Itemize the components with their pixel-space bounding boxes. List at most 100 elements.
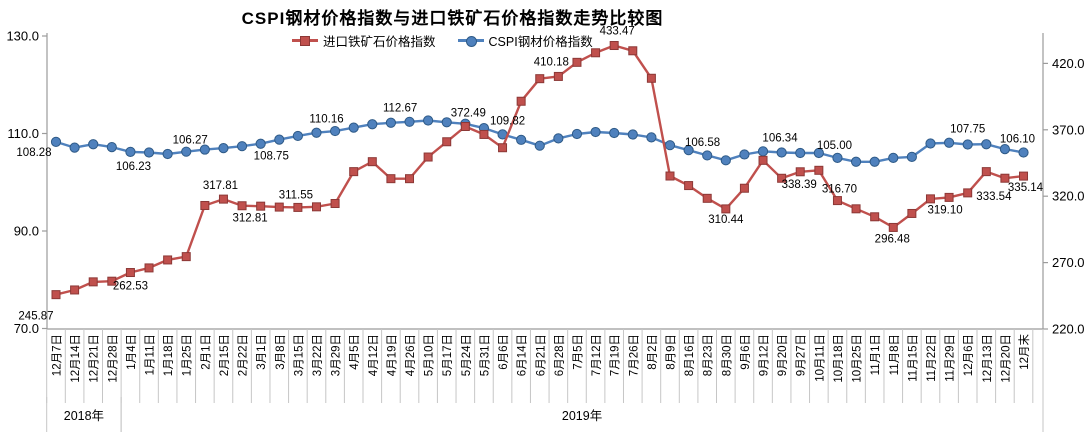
iron-ore-series-data-point: [293, 202, 303, 212]
cspi-series-data-point: [106, 142, 117, 153]
iron-ore-series-data-point: [925, 194, 935, 204]
x-axis-category-label: 11月8日: [889, 334, 901, 375]
iron-ore-series-data-point: [535, 74, 545, 84]
cspi-series-data-point: [739, 149, 750, 160]
data-label: 112.67: [383, 102, 417, 114]
x-axis-category-label: 7月19日: [610, 334, 622, 376]
data-label: 335.14: [1008, 182, 1044, 194]
x-axis-category-label: 2月15日: [219, 334, 231, 376]
iron-ore-series-data-point: [777, 173, 787, 183]
data-label: 108.28: [16, 147, 51, 159]
x-axis-category-label: 2月1日: [200, 334, 212, 370]
left-axis-tick-label: 70.0: [14, 321, 39, 336]
x-axis-category-label: 7月26日: [628, 334, 640, 376]
cspi-series-data-point: [69, 142, 80, 153]
x-axis-category-label: 8月2日: [647, 334, 659, 370]
cspi-series-data-point: [255, 138, 266, 149]
cspi-series-data-point: [367, 119, 378, 130]
cspi-series-data-point: [292, 130, 303, 142]
iron-ore-series-data-point: [684, 181, 694, 191]
x-axis-category-label: 5月17日: [442, 334, 454, 376]
iron-ore-series-data-point: [423, 152, 433, 162]
left-axis-tick-label: 130.0: [6, 29, 39, 44]
cspi-series-data-point: [274, 134, 285, 145]
iron-ore-series-data-point: [758, 155, 768, 165]
cspi-series-data-point: [590, 126, 601, 138]
iron-ore-series-data-point: [70, 285, 80, 295]
data-label: 106.27: [173, 135, 208, 147]
x-axis-category-label: 12月14日: [70, 334, 82, 383]
iron-ore-series-data-point: [907, 208, 917, 218]
cspi-series-data-point: [720, 155, 731, 166]
data-label: 317.81: [203, 180, 238, 192]
iron-ore-series-data-point: [181, 252, 191, 262]
cspi-series-marker-icon: [457, 35, 484, 47]
x-axis-category-label: 1月18日: [163, 334, 175, 376]
iron-ore-series-data-point: [330, 199, 340, 209]
legend-item-cspi: CSPI钢材价格指数: [457, 31, 593, 50]
right-axis-tick-label: 370.0: [1052, 122, 1085, 137]
iron-ore-series-data-point: [981, 167, 991, 177]
cspi-series-data-point: [553, 133, 564, 144]
iron-ore-series-data-point: [665, 171, 675, 181]
cspi-series-data-point: [757, 146, 769, 157]
data-label: 312.81: [232, 213, 267, 225]
cspi-series-data-point: [199, 144, 210, 155]
iron-ore-series-data-point: [739, 183, 749, 193]
data-label: 107.75: [950, 123, 985, 135]
x-axis-category-label: 12月21日: [89, 334, 101, 383]
x-axis-category-label: 1月25日: [182, 334, 194, 376]
iron-ore-series-data-point: [237, 201, 247, 211]
data-label: 319.10: [927, 204, 962, 216]
x-axis-category-label: 9月12日: [759, 334, 771, 376]
chart-title: CSPI钢材价格指数与进口铁矿石价格指数走势比较图: [241, 9, 664, 28]
iron-ore-series-data-point: [349, 167, 359, 177]
cspi-series-data-point: [776, 147, 787, 158]
cspi-series-data-point: [516, 134, 527, 145]
x-axis-category-label: 9月27日: [796, 334, 808, 376]
x-axis-category-label: 11月1日: [870, 334, 882, 375]
iron-ore-series-data-point: [479, 129, 489, 139]
iron-ore-series-data-point: [311, 202, 321, 212]
cspi-series-data-point: [329, 125, 341, 137]
cspi-series-data-point: [906, 151, 917, 162]
right-axis-tick-label: 220.0: [1052, 322, 1085, 337]
x-axis-category-label: 8月30日: [721, 334, 733, 376]
iron-ore-series-data-point: [88, 277, 98, 287]
iron-ore-series-data-point: [367, 157, 377, 167]
x-axis-category-label: 12月13日: [982, 334, 994, 383]
data-label: 316.70: [822, 184, 857, 196]
cspi-series-data-point: [609, 127, 620, 139]
iron-ore-series-data-point: [553, 71, 563, 81]
x-axis-category-label: 12月6日: [963, 334, 975, 376]
iron-ore-series-data-point: [851, 204, 861, 214]
cspi-series-data-point: [795, 147, 806, 159]
iron-ore-series-data-point: [274, 202, 284, 212]
data-label: 106.23: [116, 161, 151, 173]
iron-ore-series-data-point: [944, 192, 954, 202]
iron-ore-series-data-point: [144, 263, 154, 273]
data-label: 245.87: [18, 311, 53, 323]
cspi-series-data-point: [999, 144, 1011, 155]
x-axis-category-label: 5月10日: [424, 334, 436, 376]
x-axis-category-label: 4月12日: [368, 334, 380, 376]
iron-ore-series-data-point: [795, 167, 805, 177]
iron-ore-series-data-point: [405, 174, 415, 184]
iron-ore-series-data-point: [218, 194, 228, 204]
cspi-series-data-point: [50, 136, 62, 147]
data-label: 310.44: [708, 214, 744, 226]
x-axis-category-label: 12月7日: [52, 334, 64, 376]
data-label: 108.75: [254, 151, 289, 163]
x-axis-category-label: 3月22日: [312, 334, 324, 376]
iron-ore-series-data-point: [516, 96, 526, 106]
x-axis-category-label: 7月12日: [591, 334, 603, 376]
x-axis-category-label: 9月20日: [777, 334, 789, 376]
x-axis-category-label: 12月20日: [1000, 334, 1012, 383]
cspi-series-data-point: [888, 152, 899, 163]
x-axis-category-label: 4月26日: [405, 334, 417, 376]
data-label: 410.18: [534, 56, 569, 68]
iron-ore-series-data-point: [870, 212, 880, 222]
iron-ore-series-data-point: [702, 193, 712, 203]
iron-ore-series-data-point: [609, 41, 619, 51]
cspi-series-data-point: [423, 115, 434, 126]
